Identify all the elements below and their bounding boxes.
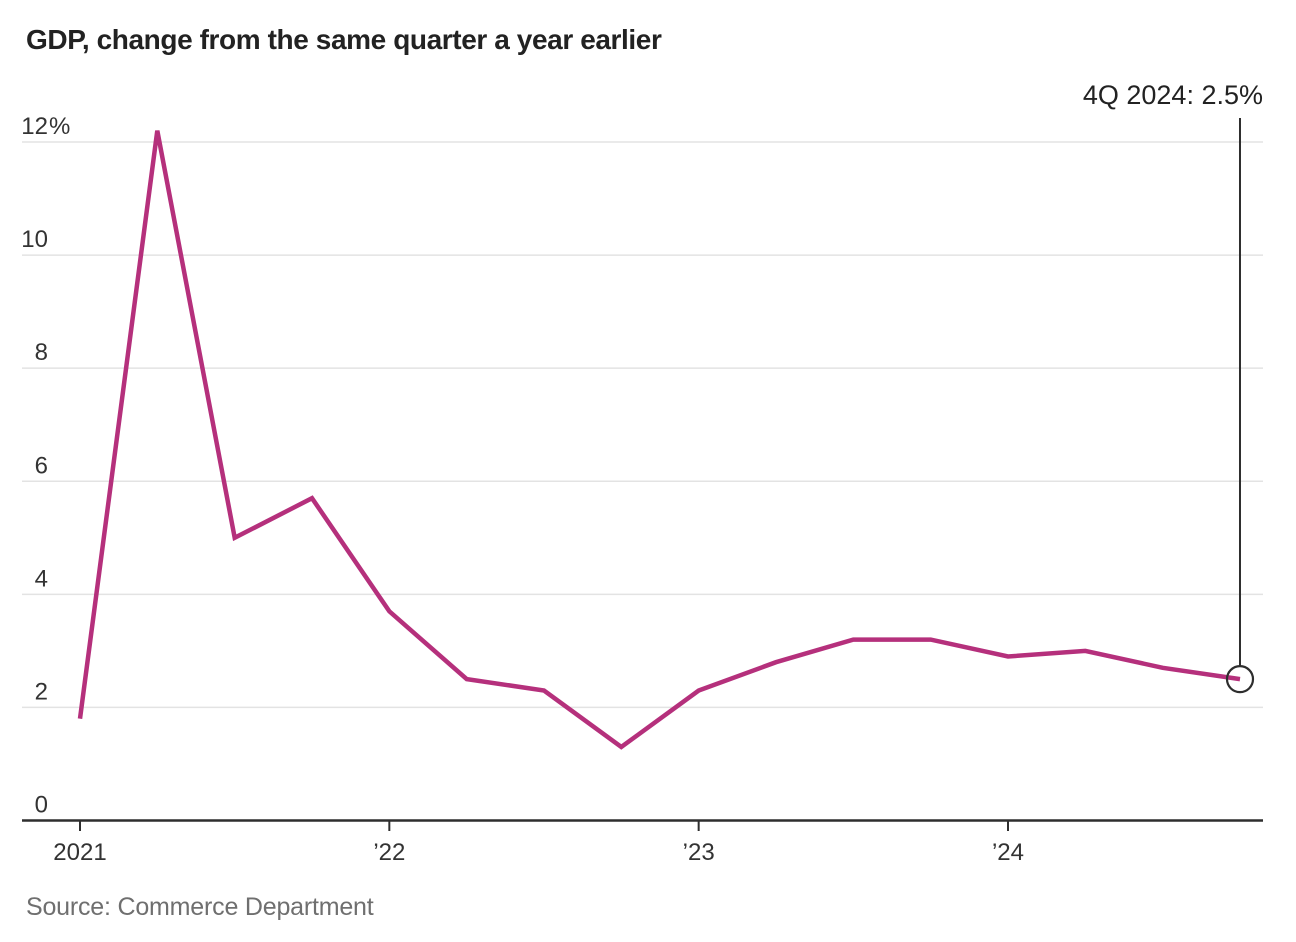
- y-tick-label: 2: [35, 678, 48, 705]
- y-tick-label: 8: [35, 339, 48, 366]
- x-tick-label: 2021: [53, 839, 106, 866]
- y-tick-label: 12: [21, 113, 48, 140]
- y-tick-label: 4: [35, 565, 48, 592]
- endpoint-marker: [1225, 665, 1255, 694]
- gdp-data-line: [77, 130, 1241, 750]
- annotation-label: 4Q 2024: 2.5%: [1082, 80, 1263, 110]
- chart-title: GDP, change from the same quarter a year…: [26, 24, 662, 55]
- x-tick-label: ’22: [373, 839, 405, 866]
- y-tick-label: 0: [35, 792, 48, 819]
- y-tick-suffix: %: [49, 113, 70, 140]
- source-note: Source: Commerce Department: [26, 893, 374, 921]
- y-tick-label: 6: [35, 452, 48, 479]
- x-tick-label: ’24: [992, 839, 1024, 866]
- x-tick-label: ’23: [683, 839, 715, 866]
- y-tick-label: 10: [21, 226, 48, 253]
